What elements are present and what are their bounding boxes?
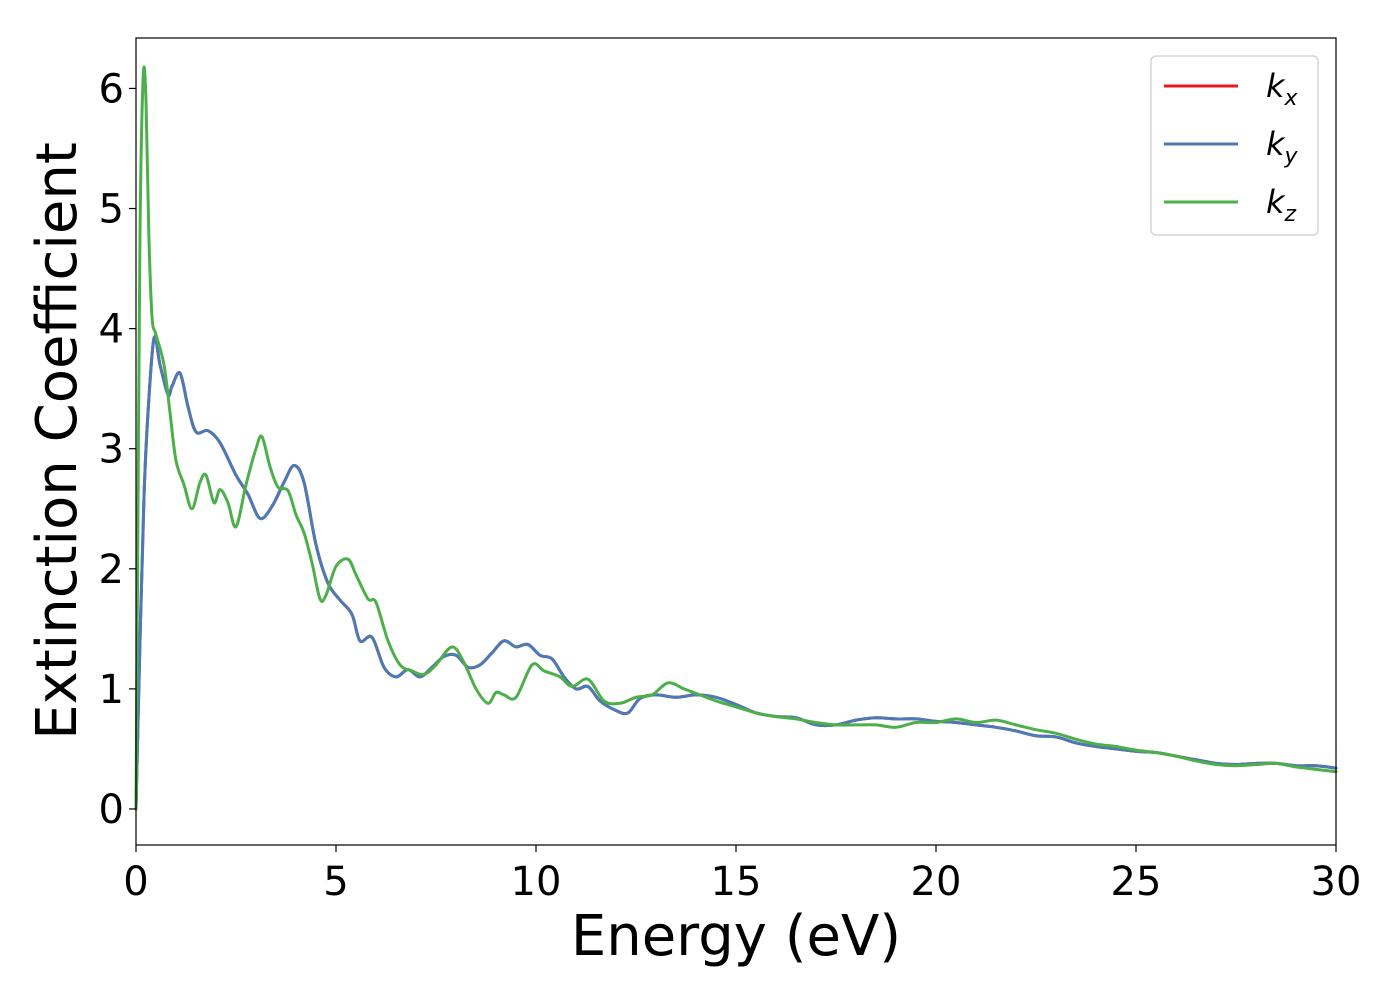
y-tick-label: 2 xyxy=(99,547,124,593)
x-tick-label: 15 xyxy=(711,859,762,905)
legend-label-ky: ky xyxy=(1266,125,1299,169)
x-axis: 0 5 10 15 20 25 30 xyxy=(123,845,1361,905)
y-tick-label: 5 xyxy=(99,187,124,233)
series-line-ky xyxy=(134,335,1338,811)
y-tick-label: 0 xyxy=(99,787,124,833)
legend-label-symbol: k xyxy=(1266,183,1286,221)
legend-label-subscript: x xyxy=(1284,86,1299,111)
x-tick-label: 25 xyxy=(1111,859,1162,905)
x-tick-label: 10 xyxy=(511,859,562,905)
legend-label-symbol: k xyxy=(1266,67,1286,105)
y-tick-label: 1 xyxy=(99,667,124,713)
plot-lines xyxy=(134,65,1338,811)
y-tick-label: 4 xyxy=(99,307,124,353)
series-line-kz xyxy=(134,65,1338,811)
x-axis-title: Energy (eV) xyxy=(571,904,901,969)
x-tick-label: 20 xyxy=(911,859,962,905)
legend-label-symbol: k xyxy=(1266,125,1286,163)
legend-label-subscript: z xyxy=(1284,202,1297,227)
x-tick-label: 0 xyxy=(123,859,148,905)
y-axis-title: Extinction Coefficient xyxy=(25,142,90,740)
y-axis: 0 1 2 3 4 5 6 xyxy=(99,66,136,833)
y-tick-label: 3 xyxy=(99,427,124,473)
legend-label-subscript: y xyxy=(1284,144,1299,169)
legend-label-kz: kz xyxy=(1266,183,1297,227)
y-tick-label: 6 xyxy=(99,66,124,112)
x-tick-label: 5 xyxy=(323,859,348,905)
legend-label-kx: kx xyxy=(1266,67,1299,111)
x-tick-label: 30 xyxy=(1311,859,1362,905)
